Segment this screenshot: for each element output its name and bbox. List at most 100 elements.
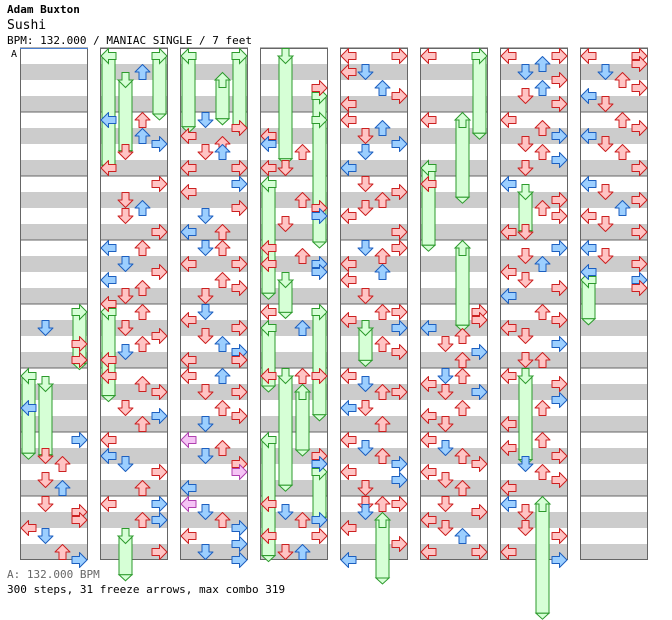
right-arrow-icon bbox=[631, 160, 648, 176]
down-arrow-icon bbox=[277, 504, 294, 520]
beat-row-shade bbox=[180, 320, 248, 336]
right-arrow-icon bbox=[231, 176, 248, 192]
up-arrow-icon bbox=[534, 120, 551, 136]
beat-row-shade bbox=[500, 384, 568, 400]
up-arrow-icon bbox=[614, 72, 631, 88]
down-arrow-icon bbox=[437, 336, 454, 352]
left-arrow-icon bbox=[180, 528, 197, 544]
up-arrow-icon bbox=[374, 336, 391, 352]
down-arrow-icon bbox=[197, 384, 214, 400]
beat-row-shade bbox=[500, 96, 568, 112]
left-arrow-icon bbox=[340, 160, 357, 176]
up-arrow-icon bbox=[134, 416, 151, 432]
right-arrow-icon bbox=[311, 368, 328, 384]
right-arrow-icon bbox=[551, 152, 568, 168]
up-arrow-icon bbox=[294, 368, 311, 384]
beat-row-shade bbox=[180, 544, 248, 560]
left-arrow-icon bbox=[100, 240, 117, 256]
left-arrow-icon bbox=[580, 176, 597, 192]
beat-row-shade bbox=[260, 448, 328, 464]
up-arrow-icon bbox=[214, 440, 231, 456]
beat-row-shade bbox=[340, 224, 408, 240]
left-arrow-icon bbox=[340, 96, 357, 112]
up-arrow-icon bbox=[214, 272, 231, 288]
left-arrow-icon bbox=[180, 496, 197, 512]
left-arrow-icon bbox=[260, 136, 277, 152]
left-arrow-icon bbox=[420, 512, 437, 528]
down-arrow-icon bbox=[197, 448, 214, 464]
beat-row-shade bbox=[340, 544, 408, 560]
freeze-arrow bbox=[260, 175, 277, 300]
down-arrow-icon bbox=[197, 544, 214, 560]
right-arrow-icon bbox=[551, 392, 568, 408]
up-arrow-icon bbox=[534, 144, 551, 160]
up-arrow-icon bbox=[454, 328, 471, 344]
down-arrow-icon bbox=[437, 368, 454, 384]
beat-row-shade bbox=[500, 160, 568, 176]
right-arrow-icon bbox=[551, 376, 568, 392]
left-arrow-icon bbox=[580, 48, 597, 64]
left-arrow-icon bbox=[180, 432, 197, 448]
left-arrow-icon bbox=[20, 520, 37, 536]
down-arrow-icon bbox=[277, 544, 294, 560]
down-arrow-icon bbox=[517, 136, 534, 152]
down-arrow-icon bbox=[117, 208, 134, 224]
left-arrow-icon bbox=[420, 320, 437, 336]
bpm-marker-label: A bbox=[11, 49, 17, 60]
down-arrow-icon bbox=[597, 216, 614, 232]
down-arrow-icon bbox=[357, 240, 374, 256]
beat-row-shade bbox=[500, 320, 568, 336]
right-arrow-icon bbox=[631, 56, 648, 72]
left-arrow-icon bbox=[500, 368, 517, 384]
down-arrow-icon bbox=[597, 136, 614, 152]
beat-row-shade bbox=[580, 352, 648, 368]
beat-row-shade bbox=[260, 384, 328, 400]
right-arrow-icon bbox=[231, 320, 248, 336]
beat-row-shade bbox=[180, 448, 248, 464]
down-arrow-icon bbox=[197, 328, 214, 344]
up-arrow-icon bbox=[614, 200, 631, 216]
right-arrow-icon bbox=[551, 240, 568, 256]
left-arrow-icon bbox=[340, 520, 357, 536]
down-arrow-icon bbox=[117, 344, 134, 360]
chart-grid bbox=[20, 47, 648, 560]
right-arrow-icon bbox=[391, 320, 408, 336]
right-arrow-icon bbox=[631, 120, 648, 136]
right-arrow-icon bbox=[231, 256, 248, 272]
left-arrow-icon bbox=[420, 376, 437, 392]
left-arrow-icon bbox=[260, 368, 277, 384]
down-arrow-icon bbox=[277, 160, 294, 176]
right-arrow-icon bbox=[391, 184, 408, 200]
beat-row-shade bbox=[20, 64, 88, 80]
beat-row-shade bbox=[100, 256, 168, 272]
up-arrow-icon bbox=[134, 128, 151, 144]
right-arrow-icon bbox=[151, 496, 168, 512]
down-arrow-icon bbox=[517, 328, 534, 344]
up-arrow-icon bbox=[294, 512, 311, 528]
down-arrow-icon bbox=[517, 64, 534, 80]
down-arrow-icon bbox=[357, 504, 374, 520]
beat-row-shade bbox=[260, 416, 328, 432]
left-arrow-icon bbox=[580, 128, 597, 144]
left-arrow-icon bbox=[180, 480, 197, 496]
up-arrow-icon bbox=[534, 464, 551, 480]
down-arrow-icon bbox=[517, 88, 534, 104]
right-arrow-icon bbox=[391, 384, 408, 400]
beat-row-shade bbox=[580, 480, 648, 496]
right-arrow-icon bbox=[471, 384, 488, 400]
beat-row-shade bbox=[20, 352, 88, 368]
beat-row-shade bbox=[180, 128, 248, 144]
right-arrow-icon bbox=[551, 96, 568, 112]
left-arrow-icon bbox=[100, 368, 117, 384]
beat-row-shade bbox=[260, 64, 328, 80]
up-arrow-icon bbox=[294, 144, 311, 160]
up-arrow-icon bbox=[454, 352, 471, 368]
beat-row-shade bbox=[500, 544, 568, 560]
left-arrow-icon bbox=[580, 208, 597, 224]
beat-row-shade bbox=[180, 384, 248, 400]
right-arrow-icon bbox=[471, 344, 488, 360]
beat-row-shade bbox=[340, 256, 408, 272]
up-arrow-icon bbox=[134, 112, 151, 128]
beat-row-shade bbox=[340, 512, 408, 528]
up-arrow-icon bbox=[214, 512, 231, 528]
